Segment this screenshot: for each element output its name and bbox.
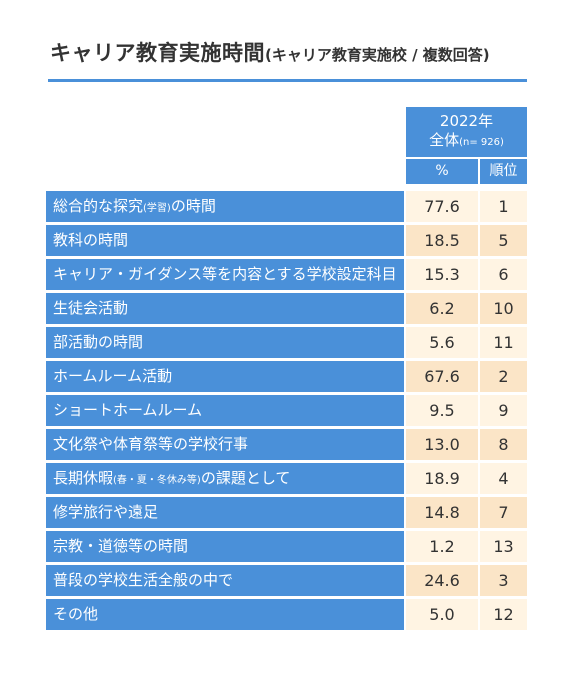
row-label-text: ショートホームルーム [53, 401, 203, 419]
row-rank: 1 [480, 191, 527, 222]
row-percent: 9.5 [406, 395, 478, 426]
row-label: 生徒会活動 [46, 293, 404, 324]
row-label-text: 長期休暇 [53, 469, 114, 487]
row-label-text: 宗教・道徳等の時間 [53, 537, 189, 555]
row-percent: 6.2 [406, 293, 478, 324]
row-rank: 3 [480, 565, 527, 596]
row-label: 普段の学校生活全般の中で [46, 565, 404, 596]
row-percent: 5.6 [406, 327, 478, 358]
title-underline [48, 79, 527, 82]
title-main: キャリア教育実施時間 [50, 41, 265, 65]
table-row: ショートホームルーム 9.5 9 [46, 395, 527, 426]
table-row: 宗教・道徳等の時間 1.2 13 [46, 531, 527, 562]
row-percent: 15.3 [406, 259, 478, 290]
page-title: キャリア教育実施時間(キャリア教育実施校 / 複数回答) [50, 37, 550, 67]
row-label-suffix: の時間 [170, 197, 216, 215]
row-label-text: その他 [53, 605, 99, 623]
table-row: 総合的な探究(学習)の時間 77.6 1 [46, 191, 527, 222]
row-label-suffix: の課題として [200, 469, 291, 487]
row-rank: 10 [480, 293, 527, 324]
row-percent: 13.0 [406, 429, 478, 460]
row-percent: 67.6 [406, 361, 478, 392]
row-label-text: 総合的な探究 [53, 197, 144, 215]
header-group: 全体(n= 926) [406, 130, 527, 153]
table-row: ホームルーム活動 67.6 2 [46, 361, 527, 392]
row-rank: 12 [480, 599, 527, 630]
table-group-header: 2022年 全体(n= 926) [406, 107, 527, 157]
row-rank: 4 [480, 463, 527, 494]
row-percent: 5.0 [406, 599, 478, 630]
row-label: 長期休暇(春・夏・冬休み等)の課題として [46, 463, 404, 494]
row-rank: 13 [480, 531, 527, 562]
row-label-note: (学習) [143, 203, 171, 214]
row-label: ホームルーム活動 [46, 361, 404, 392]
table-row: 生徒会活動 6.2 10 [46, 293, 527, 324]
row-label: 文化祭や体育祭等の学校行事 [46, 429, 404, 460]
table-row: 修学旅行や遠足 14.8 7 [46, 497, 527, 528]
row-label-text: 修学旅行や遠足 [53, 503, 159, 521]
row-percent: 24.6 [406, 565, 478, 596]
row-label: 部活動の時間 [46, 327, 404, 358]
row-label-note: (春・夏・冬休み等) [113, 475, 201, 486]
table-row: 教科の時間 18.5 5 [46, 225, 527, 256]
row-label: その他 [46, 599, 404, 630]
table-row: 部活動の時間 5.6 11 [46, 327, 527, 358]
table-row: その他 5.0 12 [46, 599, 527, 630]
header-n-label: (n= 926) [459, 137, 504, 148]
row-rank: 6 [480, 259, 527, 290]
row-rank: 11 [480, 327, 527, 358]
row-label: 総合的な探究(学習)の時間 [46, 191, 404, 222]
row-label: キャリア・ガイダンス等を内容とする学校設定科目 [46, 259, 404, 290]
row-label-text: 教科の時間 [53, 231, 129, 249]
column-header-rank: 順位 [480, 159, 527, 184]
row-rank: 5 [480, 225, 527, 256]
row-label-text: ホームルーム活動 [53, 367, 173, 385]
header-group-label: 全体 [429, 131, 460, 149]
row-percent: 1.2 [406, 531, 478, 562]
row-percent: 18.5 [406, 225, 478, 256]
table-row: 普段の学校生活全般の中で 24.6 3 [46, 565, 527, 596]
row-label-text: 普段の学校生活全般の中で [53, 571, 234, 589]
row-label-text: 部活動の時間 [53, 333, 144, 351]
row-percent: 14.8 [406, 497, 478, 528]
row-label: ショートホームルーム [46, 395, 404, 426]
row-percent: 18.9 [406, 463, 478, 494]
column-header-percent: % [406, 159, 478, 184]
row-percent: 77.6 [406, 191, 478, 222]
table-row: 文化祭や体育祭等の学校行事 13.0 8 [46, 429, 527, 460]
row-rank: 2 [480, 361, 527, 392]
table-row: キャリア・ガイダンス等を内容とする学校設定科目 15.3 6 [46, 259, 527, 290]
row-label-text: 生徒会活動 [53, 299, 129, 317]
row-rank: 7 [480, 497, 527, 528]
header-year: 2022年 [439, 112, 494, 130]
row-label-text: キャリア・ガイダンス等を内容とする学校設定科目 [53, 265, 397, 283]
row-label-text: 文化祭や体育祭等の学校行事 [53, 435, 249, 453]
row-label: 修学旅行や遠足 [46, 497, 404, 528]
row-rank: 8 [480, 429, 527, 460]
table-row: 長期休暇(春・夏・冬休み等)の課題として 18.9 4 [46, 463, 527, 494]
row-label: 宗教・道徳等の時間 [46, 531, 404, 562]
row-rank: 9 [480, 395, 527, 426]
title-sub: (キャリア教育実施校 / 複数回答) [265, 46, 490, 64]
row-label: 教科の時間 [46, 225, 404, 256]
